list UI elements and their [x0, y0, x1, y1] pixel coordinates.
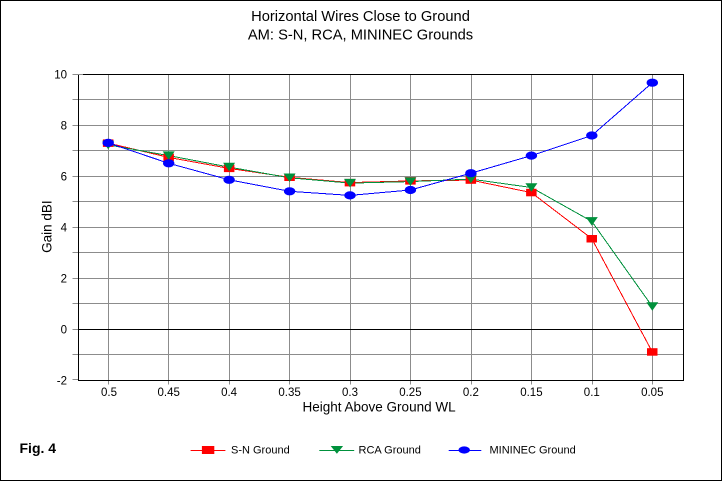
svg-text:Fig. 4: Fig. 4 [20, 440, 57, 456]
svg-text:0.3: 0.3 [342, 387, 358, 399]
svg-text:Height Above Ground WL: Height Above Ground WL [303, 399, 457, 414]
svg-text:0.1: 0.1 [584, 387, 600, 399]
svg-text:0.25: 0.25 [399, 387, 421, 399]
svg-text:Horizontal Wires Close to Grou: Horizontal Wires Close to Ground [251, 9, 470, 25]
svg-text:0.35: 0.35 [278, 387, 300, 399]
svg-text:AM: S-N, RCA, MININEC Grounds: AM: S-N, RCA, MININEC Grounds [248, 28, 473, 44]
svg-text:8: 8 [61, 120, 67, 132]
svg-text:RCA Ground: RCA Ground [359, 444, 421, 456]
svg-text:Gain dBI: Gain dBI [40, 200, 55, 253]
svg-text:MININEC Ground: MININEC Ground [490, 444, 576, 456]
svg-text:-2: -2 [57, 375, 67, 387]
svg-text:0: 0 [61, 324, 67, 336]
svg-text:4: 4 [61, 222, 68, 234]
svg-text:0.5: 0.5 [101, 387, 117, 399]
svg-text:2: 2 [61, 273, 67, 285]
svg-text:0.05: 0.05 [641, 387, 663, 399]
svg-text:6: 6 [61, 171, 67, 183]
svg-text:0.4: 0.4 [221, 387, 238, 399]
svg-text:S-N Ground: S-N Ground [231, 444, 290, 456]
svg-text:10: 10 [54, 69, 67, 81]
svg-text:0.45: 0.45 [158, 387, 180, 399]
svg-text:0.2: 0.2 [463, 387, 479, 399]
svg-text:0.15: 0.15 [520, 387, 542, 399]
